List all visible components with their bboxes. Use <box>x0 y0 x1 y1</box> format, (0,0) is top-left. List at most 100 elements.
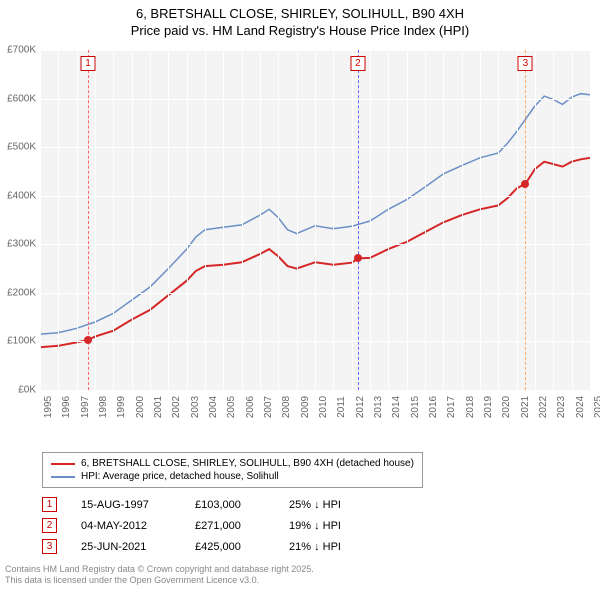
x-gridline <box>443 50 444 390</box>
x-gridline <box>462 50 463 390</box>
marker-line <box>358 50 359 390</box>
y-tick-label: £100K <box>2 336 36 347</box>
x-tick-label: 1998 <box>98 396 109 418</box>
x-gridline <box>95 50 96 390</box>
x-gridline <box>187 50 188 390</box>
x-tick-label: 2008 <box>281 396 292 418</box>
x-tick-label: 2023 <box>556 396 567 418</box>
x-tick-label: 2025 <box>593 396 600 418</box>
x-gridline <box>168 50 169 390</box>
legend-swatch <box>51 463 75 465</box>
y-tick-label: £400K <box>2 190 36 201</box>
x-gridline <box>388 50 389 390</box>
y-tick-label: £200K <box>2 287 36 298</box>
x-gridline <box>113 50 114 390</box>
annotation-date: 04-MAY-2012 <box>81 520 171 532</box>
x-gridline <box>315 50 316 390</box>
annotation-diff: 21% ↓ HPI <box>289 541 379 553</box>
x-tick-label: 1999 <box>116 396 127 418</box>
annotation-date: 25-JUN-2021 <box>81 541 171 553</box>
y-tick-label: £500K <box>2 142 36 153</box>
annotation-badge: 3 <box>42 539 57 554</box>
y-tick-label: £0K <box>2 385 36 396</box>
x-tick-label: 1997 <box>80 396 91 418</box>
annotation-date: 15-AUG-1997 <box>81 499 171 511</box>
annotation-price: £103,000 <box>195 499 265 511</box>
x-gridline <box>370 50 371 390</box>
annotation-row: 3 25-JUN-2021 £425,000 21% ↓ HPI <box>42 536 379 557</box>
x-tick-label: 2014 <box>391 396 402 418</box>
y-tick-label: £700K <box>2 45 36 56</box>
x-tick-label: 2010 <box>318 396 329 418</box>
plot-region: £0K£100K£200K£300K£400K£500K£600K£700K19… <box>40 50 590 390</box>
x-tick-label: 2009 <box>300 396 311 418</box>
marker-line <box>525 50 526 390</box>
x-gridline <box>553 50 554 390</box>
x-tick-label: 2001 <box>153 396 164 418</box>
x-gridline <box>590 50 591 390</box>
x-tick-label: 2000 <box>135 396 146 418</box>
x-tick-label: 2024 <box>575 396 586 418</box>
x-gridline <box>425 50 426 390</box>
marker-dot <box>521 180 529 188</box>
x-gridline <box>40 50 41 390</box>
annotation-table: 1 15-AUG-1997 £103,000 25% ↓ HPI 2 04-MAY-201… <box>42 494 379 557</box>
marker-badge: 2 <box>350 56 365 71</box>
x-gridline <box>517 50 518 390</box>
x-gridline <box>150 50 151 390</box>
y-gridline <box>40 390 590 391</box>
x-gridline <box>223 50 224 390</box>
x-tick-label: 2018 <box>465 396 476 418</box>
marker-badge: 3 <box>518 56 533 71</box>
annotation-diff: 25% ↓ HPI <box>289 499 379 511</box>
x-gridline <box>242 50 243 390</box>
x-gridline <box>278 50 279 390</box>
annotation-price: £271,000 <box>195 520 265 532</box>
chart-container: 6, BRETSHALL CLOSE, SHIRLEY, SOLIHULL, B… <box>0 0 600 590</box>
x-tick-label: 2021 <box>520 396 531 418</box>
x-tick-label: 2020 <box>501 396 512 418</box>
x-tick-label: 1996 <box>61 396 72 418</box>
title-line-2: Price paid vs. HM Land Registry's House … <box>0 23 600 40</box>
x-gridline <box>77 50 78 390</box>
chart-area: £0K£100K£200K£300K£400K£500K£600K£700K19… <box>5 50 590 420</box>
x-gridline <box>572 50 573 390</box>
annotation-row: 2 04-MAY-2012 £271,000 19% ↓ HPI <box>42 515 379 536</box>
annotation-diff: 19% ↓ HPI <box>289 520 379 532</box>
x-tick-label: 2016 <box>428 396 439 418</box>
x-gridline <box>58 50 59 390</box>
x-tick-label: 2004 <box>208 396 219 418</box>
legend-item: 6, BRETSHALL CLOSE, SHIRLEY, SOLIHULL, B… <box>51 457 414 470</box>
x-gridline <box>205 50 206 390</box>
x-gridline <box>407 50 408 390</box>
x-tick-label: 2017 <box>446 396 457 418</box>
x-gridline <box>498 50 499 390</box>
x-tick-label: 2003 <box>190 396 201 418</box>
chart-title: 6, BRETSHALL CLOSE, SHIRLEY, SOLIHULL, B… <box>0 0 600 40</box>
footer-line-1: Contains HM Land Registry data © Crown c… <box>5 564 314 575</box>
marker-dot <box>354 254 362 262</box>
footer-attribution: Contains HM Land Registry data © Crown c… <box>5 564 314 586</box>
legend: 6, BRETSHALL CLOSE, SHIRLEY, SOLIHULL, B… <box>42 452 423 488</box>
x-tick-label: 2011 <box>336 396 347 418</box>
x-gridline <box>333 50 334 390</box>
x-tick-label: 2007 <box>263 396 274 418</box>
annotation-row: 1 15-AUG-1997 £103,000 25% ↓ HPI <box>42 494 379 515</box>
legend-label: 6, BRETSHALL CLOSE, SHIRLEY, SOLIHULL, B… <box>81 458 414 469</box>
title-line-1: 6, BRETSHALL CLOSE, SHIRLEY, SOLIHULL, B… <box>0 6 600 23</box>
x-tick-label: 2012 <box>355 396 366 418</box>
x-tick-label: 2005 <box>226 396 237 418</box>
annotation-badge: 2 <box>42 518 57 533</box>
x-tick-label: 2015 <box>410 396 421 418</box>
annotation-badge: 1 <box>42 497 57 512</box>
annotation-price: £425,000 <box>195 541 265 553</box>
x-gridline <box>535 50 536 390</box>
x-gridline <box>297 50 298 390</box>
x-tick-label: 1995 <box>43 396 54 418</box>
x-gridline <box>352 50 353 390</box>
x-tick-label: 2022 <box>538 396 549 418</box>
x-tick-label: 2013 <box>373 396 384 418</box>
x-gridline <box>132 50 133 390</box>
marker-dot <box>84 336 92 344</box>
x-tick-label: 2002 <box>171 396 182 418</box>
